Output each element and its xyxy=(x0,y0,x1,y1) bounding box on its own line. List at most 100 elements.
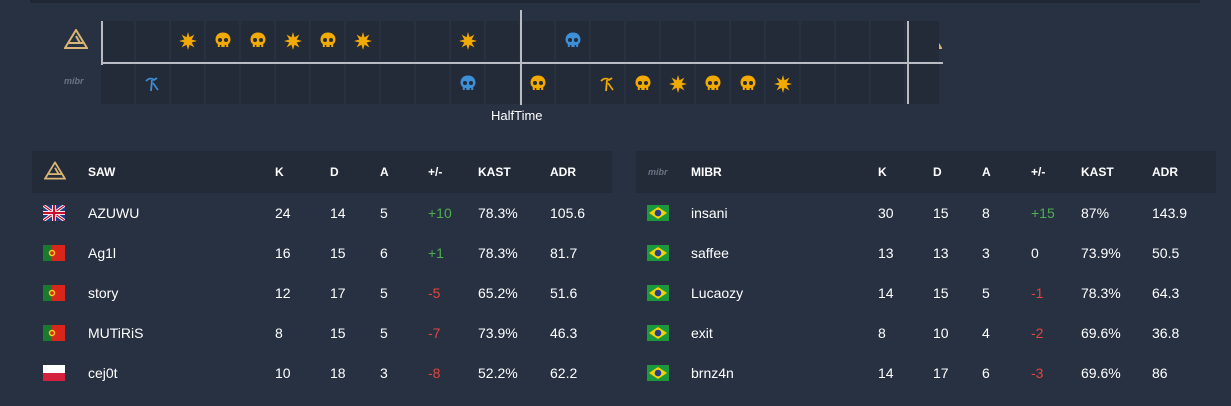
col-a[interactable]: A xyxy=(380,165,389,179)
kills: 14 xyxy=(878,365,894,381)
col-kast[interactable]: KAST xyxy=(1081,165,1114,179)
player-name[interactable]: exit xyxy=(691,325,713,341)
round-cell[interactable] xyxy=(661,21,694,61)
player-row[interactable]: story 12 17 5 -5 65.2% 51.6 xyxy=(32,273,612,313)
round-cell[interactable] xyxy=(241,64,274,104)
round-cell[interactable] xyxy=(451,64,484,104)
player-name[interactable]: story xyxy=(88,285,119,301)
saw-logo-icon xyxy=(43,160,67,183)
round-cell[interactable] xyxy=(451,21,484,61)
round-cell[interactable] xyxy=(661,64,694,104)
round-cell[interactable] xyxy=(416,64,449,104)
col-plus-minus[interactable]: +/- xyxy=(1031,165,1046,179)
col-adr[interactable]: ADR xyxy=(1152,165,1178,179)
col-k[interactable]: K xyxy=(878,165,887,179)
portugal-flag-icon xyxy=(43,285,65,301)
kast: 87% xyxy=(1081,205,1110,221)
plus-minus: +10 xyxy=(428,205,452,221)
plus-minus: -8 xyxy=(428,365,441,381)
round-cell[interactable] xyxy=(836,64,869,104)
player-name[interactable]: MUTiRiS xyxy=(88,325,144,341)
player-row[interactable]: Lucaozy 14 15 5 -1 78.3% 64.3 xyxy=(636,273,1216,313)
round-cell[interactable] xyxy=(906,64,939,104)
round-cell[interactable] xyxy=(696,64,729,104)
skull-icon xyxy=(213,31,233,51)
round-cell[interactable] xyxy=(801,21,834,61)
player-row[interactable]: MUTiRiS 8 15 5 -7 73.9% 46.3 xyxy=(32,313,612,353)
col-a[interactable]: A xyxy=(982,165,991,179)
round-cell[interactable] xyxy=(276,21,309,61)
round-cell[interactable] xyxy=(626,21,659,61)
round-cell[interactable] xyxy=(486,21,519,61)
player-row[interactable]: insani 30 15 8 +15 87% 143.9 xyxy=(636,193,1216,233)
bomb-explosion-icon xyxy=(353,31,373,51)
player-name[interactable]: brnz4n xyxy=(691,365,734,381)
round-cell[interactable] xyxy=(241,21,274,61)
round-cell[interactable] xyxy=(311,21,344,61)
adr: 64.3 xyxy=(1152,285,1180,301)
player-name[interactable]: Ag1l xyxy=(88,245,117,261)
round-cell[interactable] xyxy=(346,21,379,61)
round-cell[interactable] xyxy=(206,64,239,104)
player-row[interactable]: brnz4n 14 17 6 -3 69.6% 86 xyxy=(636,353,1216,393)
halftime-line xyxy=(520,10,522,105)
round-cell[interactable] xyxy=(206,21,239,61)
round-cell[interactable] xyxy=(136,64,169,104)
mibr-logo-icon: mibr xyxy=(648,167,668,177)
round-cell[interactable] xyxy=(871,64,904,104)
round-cell[interactable] xyxy=(626,64,659,104)
round-cell[interactable] xyxy=(101,21,134,61)
assists: 6 xyxy=(380,245,388,261)
round-cell[interactable] xyxy=(766,64,799,104)
round-cell[interactable] xyxy=(556,21,589,61)
adr: 81.7 xyxy=(550,245,578,261)
round-cell[interactable] xyxy=(731,64,764,104)
round-cell[interactable] xyxy=(836,21,869,61)
deaths: 17 xyxy=(330,285,346,301)
kills: 10 xyxy=(275,365,291,381)
player-name[interactable]: Lucaozy xyxy=(691,285,744,301)
round-cell[interactable] xyxy=(311,64,344,104)
col-k[interactable]: K xyxy=(275,165,284,179)
round-cell[interactable] xyxy=(731,21,764,61)
player-row[interactable]: AZUWU 24 14 5 +10 78.3% 105.6 xyxy=(32,193,612,233)
round-cell[interactable] xyxy=(906,21,939,61)
col-d[interactable]: D xyxy=(933,165,942,179)
round-cell[interactable] xyxy=(591,64,624,104)
round-cell[interactable] xyxy=(591,21,624,61)
round-cell[interactable] xyxy=(381,64,414,104)
round-cell[interactable] xyxy=(521,64,554,104)
col-plus-minus[interactable]: +/- xyxy=(428,165,443,179)
col-d[interactable]: D xyxy=(330,165,339,179)
player-name[interactable]: cej0t xyxy=(88,365,118,381)
round-cell[interactable] xyxy=(871,21,904,61)
col-kast[interactable]: KAST xyxy=(478,165,511,179)
round-cell[interactable] xyxy=(136,21,169,61)
round-cell[interactable] xyxy=(171,21,204,61)
round-cell[interactable] xyxy=(696,21,729,61)
player-row[interactable]: saffee 13 13 3 0 73.9% 50.5 xyxy=(636,233,1216,273)
player-row[interactable]: Ag1l 16 15 6 +1 78.3% 81.7 xyxy=(32,233,612,273)
round-cell[interactable] xyxy=(766,21,799,61)
adr: 143.9 xyxy=(1152,205,1188,221)
round-cell[interactable] xyxy=(346,64,379,104)
player-name[interactable]: insani xyxy=(691,205,728,221)
round-cell[interactable] xyxy=(556,64,589,104)
round-cell[interactable] xyxy=(486,64,519,104)
round-cell[interactable] xyxy=(521,21,554,61)
player-row[interactable]: exit 8 10 4 -2 69.6% 36.8 xyxy=(636,313,1216,353)
col-adr[interactable]: ADR xyxy=(550,165,576,179)
round-cell[interactable] xyxy=(416,21,449,61)
player-name[interactable]: AZUWU xyxy=(88,205,140,221)
round-cell[interactable] xyxy=(276,64,309,104)
adr: 46.3 xyxy=(550,325,578,341)
player-row[interactable]: cej0t 10 18 3 -8 52.2% 62.2 xyxy=(32,353,612,393)
player-name[interactable]: saffee xyxy=(691,245,729,261)
round-cell[interactable] xyxy=(381,21,414,61)
round-cell[interactable] xyxy=(101,64,134,104)
kast: 73.9% xyxy=(478,325,518,341)
round-cell[interactable] xyxy=(171,64,204,104)
team-name: SAW xyxy=(88,165,116,179)
round-cell[interactable] xyxy=(801,64,834,104)
assists: 8 xyxy=(982,205,990,221)
